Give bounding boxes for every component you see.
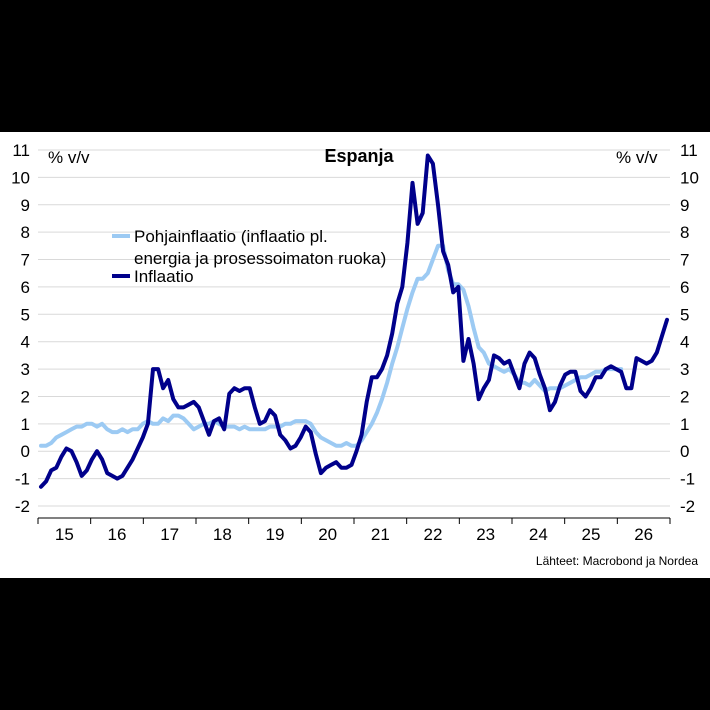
gridlines (38, 149, 670, 507)
y-tick-label-right: 0 (680, 442, 689, 461)
y-tick-label-left: 3 (21, 360, 30, 379)
y-tick-label-right: 1 (680, 415, 689, 434)
y-tick-label-left: 8 (21, 223, 30, 242)
y-tick-label-right: 8 (680, 223, 689, 242)
y-tick-label-left: 4 (21, 333, 30, 352)
series-line-core-inflation (39, 243, 624, 448)
x-tick-label: 24 (529, 525, 548, 544)
y-tick-label-left: 1 (21, 415, 30, 434)
series-line-inflation (39, 153, 669, 489)
y-tick-label-left: 10 (11, 168, 30, 187)
x-tick-label: 15 (55, 525, 74, 544)
y-tick-label-right: 3 (680, 360, 689, 379)
x-axis: 15 16 17 18 19 20 21 22 23 24 25 26 (37, 517, 671, 544)
y-tick-label-right: 5 (680, 305, 689, 324)
left-unit-label: % v/v (48, 148, 90, 167)
chart-title: Espanja (324, 146, 394, 166)
chart-panel: -2 -1 0 1 2 3 4 5 6 7 8 9 10 11 -2 -1 0 1 2 3 4 5 6 7 8 9 10 11 15… (0, 132, 710, 578)
y-tick-label-left: 9 (21, 196, 30, 215)
y-tick-label-right: 10 (680, 168, 699, 187)
x-tick-label: 16 (108, 525, 127, 544)
x-tick-label: 20 (318, 525, 337, 544)
x-tick-label: 26 (634, 525, 653, 544)
y-tick-label-left: 7 (21, 251, 30, 270)
y-tick-label-right: 2 (680, 387, 689, 406)
y-tick-label-right: -1 (680, 470, 695, 489)
y-tick-label-right: 9 (680, 196, 689, 215)
y-tick-label-left: -1 (15, 470, 30, 489)
x-tick-label: 17 (160, 525, 179, 544)
y-axis-right: -2 -1 0 1 2 3 4 5 6 7 8 9 10 11 (680, 141, 699, 516)
source-note: Lähteet: Macrobond ja Nordea (536, 554, 698, 568)
y-tick-label-left: 11 (12, 141, 30, 160)
y-tick-label-left: 5 (21, 305, 30, 324)
y-tick-label-right: -2 (680, 497, 695, 516)
y-tick-label-left: 2 (21, 387, 30, 406)
series-layer (39, 153, 669, 489)
y-tick-label-right: 7 (680, 251, 689, 270)
legend: Pohjainflaatio (inflaatio pl. energia ja … (112, 227, 386, 286)
x-tick-label: 21 (371, 525, 390, 544)
y-tick-label-left: -2 (15, 497, 30, 516)
x-tick-label: 18 (213, 525, 232, 544)
right-unit-label: % v/v (616, 148, 658, 167)
y-tick-label-right: 11 (680, 141, 698, 160)
legend-label: Inflaatio (134, 267, 194, 286)
y-axis-left: -2 -1 0 1 2 3 4 5 6 7 8 9 10 11 (11, 141, 30, 516)
legend-label: Pohjainflaatio (inflaatio pl. (134, 227, 328, 246)
x-tick-label: 19 (266, 525, 285, 544)
x-tick-label: 22 (424, 525, 443, 544)
y-tick-label-left: 6 (21, 278, 30, 297)
x-tick-label: 23 (476, 525, 495, 544)
y-tick-label-left: 0 (21, 442, 30, 461)
y-tick-label-right: 6 (680, 278, 689, 297)
legend-label: energia ja prosessoimaton ruoka) (134, 249, 386, 268)
x-tick-label: 25 (582, 525, 601, 544)
y-tick-label-right: 4 (680, 333, 689, 352)
